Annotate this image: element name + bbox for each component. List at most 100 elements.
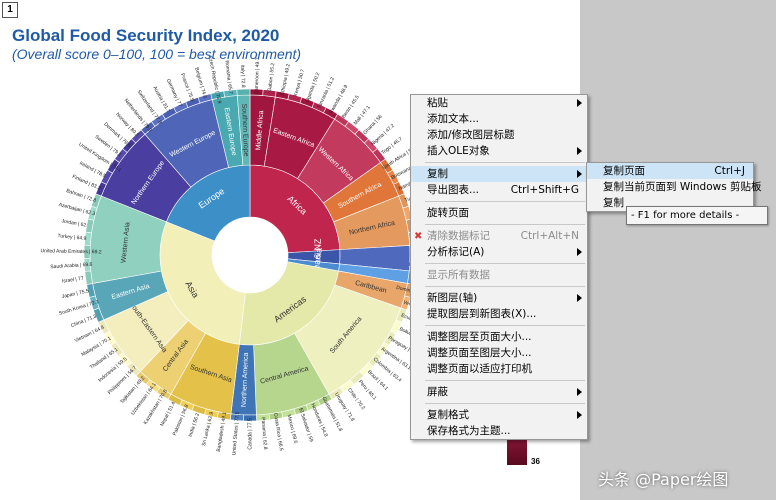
country-label: India | 56.2: [188, 412, 201, 437]
menu-item[interactable]: 复制页面 Ctrl+J: [587, 163, 753, 179]
subregion-label: Southern Europe: [240, 104, 249, 157]
menu-item[interactable]: 分析标记(A): [411, 244, 587, 260]
page-number-tab[interactable]: 1: [2, 2, 18, 18]
menu-item-label: 新图层(轴): [427, 292, 478, 304]
menu-item[interactable]: 提取图层到新图表(X)...: [411, 306, 587, 322]
country-label: Canada | 77.5: [247, 418, 253, 450]
submenu-arrow-icon: [577, 170, 582, 178]
menu-item[interactable]: 添加文本...: [411, 111, 587, 127]
country-segment[interactable]: [236, 88, 251, 96]
menu-item[interactable]: 复制: [411, 166, 587, 182]
menu-item-label: 提取图层到新图表(X)...: [427, 308, 537, 320]
country-label: Jordan | 62: [61, 218, 87, 228]
menu-item[interactable]: 插入OLE对象: [411, 143, 587, 159]
subregion-label: Middle Africa: [255, 110, 265, 151]
country-label: Uganda | 50.2: [305, 72, 322, 104]
menu-item-label: 复制格式: [427, 409, 469, 421]
menu-item[interactable]: 新图层(轴): [411, 290, 587, 306]
clear-icon: ✖: [414, 231, 423, 242]
country-label: Sri Lanka | 62.9: [201, 411, 215, 447]
country-label: Finland | 83.3: [71, 174, 101, 192]
menu-item[interactable]: 添加/修改图层标题: [411, 127, 587, 143]
menu-item-label: 清除数据标记: [427, 230, 490, 242]
country-label: Turkey | 64.9: [57, 233, 87, 242]
copy-submenu: 复制页面 Ctrl+J 复制当前页面到 Windows 剪贴板复制: [586, 162, 762, 212]
menu-item[interactable]: 调整页面至图层大小...: [411, 345, 587, 361]
country-label: El Salvador | 59: [297, 407, 314, 443]
chart-title: Global Food Security Index, 2020: [12, 26, 280, 45]
region-label: OZ & NZ: [312, 238, 323, 274]
menu-item-label: 复制页面: [603, 165, 645, 177]
country-label: Ethiopia | 49.2: [280, 63, 292, 96]
menu-item[interactable]: 旋转页面: [411, 205, 587, 221]
menu-item[interactable]: 调整图层至页面大小...: [411, 329, 587, 345]
menu-separator: [425, 201, 585, 202]
country-label: Israel | 77: [62, 276, 85, 285]
menu-shortcut: Ctrl+Alt+N: [520, 230, 579, 242]
menu-item-label: 显示所有数据: [427, 269, 490, 281]
menu-item[interactable]: 保存格式为主题...: [411, 423, 587, 439]
watermark: 头条 @Paper绘图: [598, 470, 729, 489]
country-label: Pakistan | 56.8: [172, 404, 190, 437]
menu-item[interactable]: 调整页面以适应打印机: [411, 361, 587, 377]
menu-item[interactable]: ✖ 清除数据标记 Ctrl+Alt+N: [411, 228, 587, 244]
menu-separator: [425, 263, 585, 264]
menu-item-label: 复制当前页面到 Windows 剪贴板: [603, 181, 762, 193]
submenu-arrow-icon: [577, 294, 582, 302]
menu-separator: [425, 325, 585, 326]
menu-item-label: 屏蔽: [427, 386, 448, 398]
menu-separator: [425, 162, 585, 163]
country-label: France | 75.9: [179, 73, 195, 103]
country-label: Bahrain | 72.8: [65, 188, 96, 204]
menu-item-label: 调整页面以适应打印机: [427, 363, 532, 375]
country-label: Kenya | 50.7: [293, 68, 307, 97]
menu-item-label: 保存格式为主题...: [427, 425, 511, 437]
menu-item-label: 分析标记(A): [427, 246, 485, 258]
workspace-background: [580, 0, 776, 500]
country-label: Italy | 72.8: [239, 65, 246, 88]
submenu-arrow-icon: [577, 411, 582, 419]
menu-shortcut: Ctrl+Shift+G: [510, 184, 579, 196]
menu-item-label: 添加/修改图层标题: [427, 129, 515, 141]
menu-item-label: 调整页面至图层大小...: [427, 347, 532, 359]
country-label: Mexico | 69.6: [286, 414, 299, 444]
menu-item-label: 旋转页面: [427, 207, 469, 219]
country-label: Cameroon | 49.7: [254, 57, 261, 95]
menu-item-label: 复制: [427, 168, 448, 180]
country-label: Azerbaijan | 62.3: [58, 202, 96, 217]
submenu-arrow-icon: [577, 248, 582, 256]
menu-item[interactable]: 粘贴: [411, 95, 587, 111]
menu-item[interactable]: 屏蔽: [411, 384, 587, 400]
menu-separator: [425, 286, 585, 287]
menu-item[interactable]: 导出图表... Ctrl+Shift+G: [411, 182, 587, 198]
menu-separator: [425, 380, 585, 381]
country-label: Nepal | 51.4: [159, 401, 177, 428]
legend-label: 36: [531, 457, 540, 466]
menu-item-label: 调整图层至页面大小...: [427, 331, 532, 343]
country-label: United States | 77.5: [231, 411, 240, 455]
country-label: United Arab Emirates | 69.2: [40, 248, 101, 255]
country-label: China | 71.3: [70, 314, 97, 330]
menu-separator: [425, 224, 585, 225]
country-label: Romania | 65.7: [223, 60, 233, 95]
submenu-arrow-icon: [577, 388, 582, 396]
submenu-arrow-icon: [577, 147, 582, 155]
menu-shortcut: Ctrl+J: [714, 165, 745, 177]
submenu-arrow-icon: [577, 99, 582, 107]
subregion-label: Northern America: [241, 352, 250, 407]
menu-item-label: 添加文本...: [427, 113, 480, 125]
country-label: Gabon | 55.2: [267, 62, 276, 92]
country-label: Ireland | 78.5: [78, 160, 107, 179]
country-label: Japan | 75.5: [61, 288, 89, 300]
country-label: Saudi Arabia | 69.6: [50, 262, 93, 271]
menu-item[interactable]: 复制当前页面到 Windows 剪贴板: [587, 179, 762, 195]
help-tooltip: - F1 for more details -: [626, 206, 768, 225]
menu-item[interactable]: 显示所有数据: [411, 267, 587, 283]
menu-item[interactable]: 复制: [587, 195, 753, 211]
country-label: Panama | 62.8: [260, 417, 269, 450]
menu-item-label: 粘贴: [427, 97, 448, 109]
menu-item[interactable]: 复制格式: [411, 407, 587, 423]
menu-separator: [425, 403, 585, 404]
country-label: Costa Rica | 66.5: [272, 412, 284, 451]
